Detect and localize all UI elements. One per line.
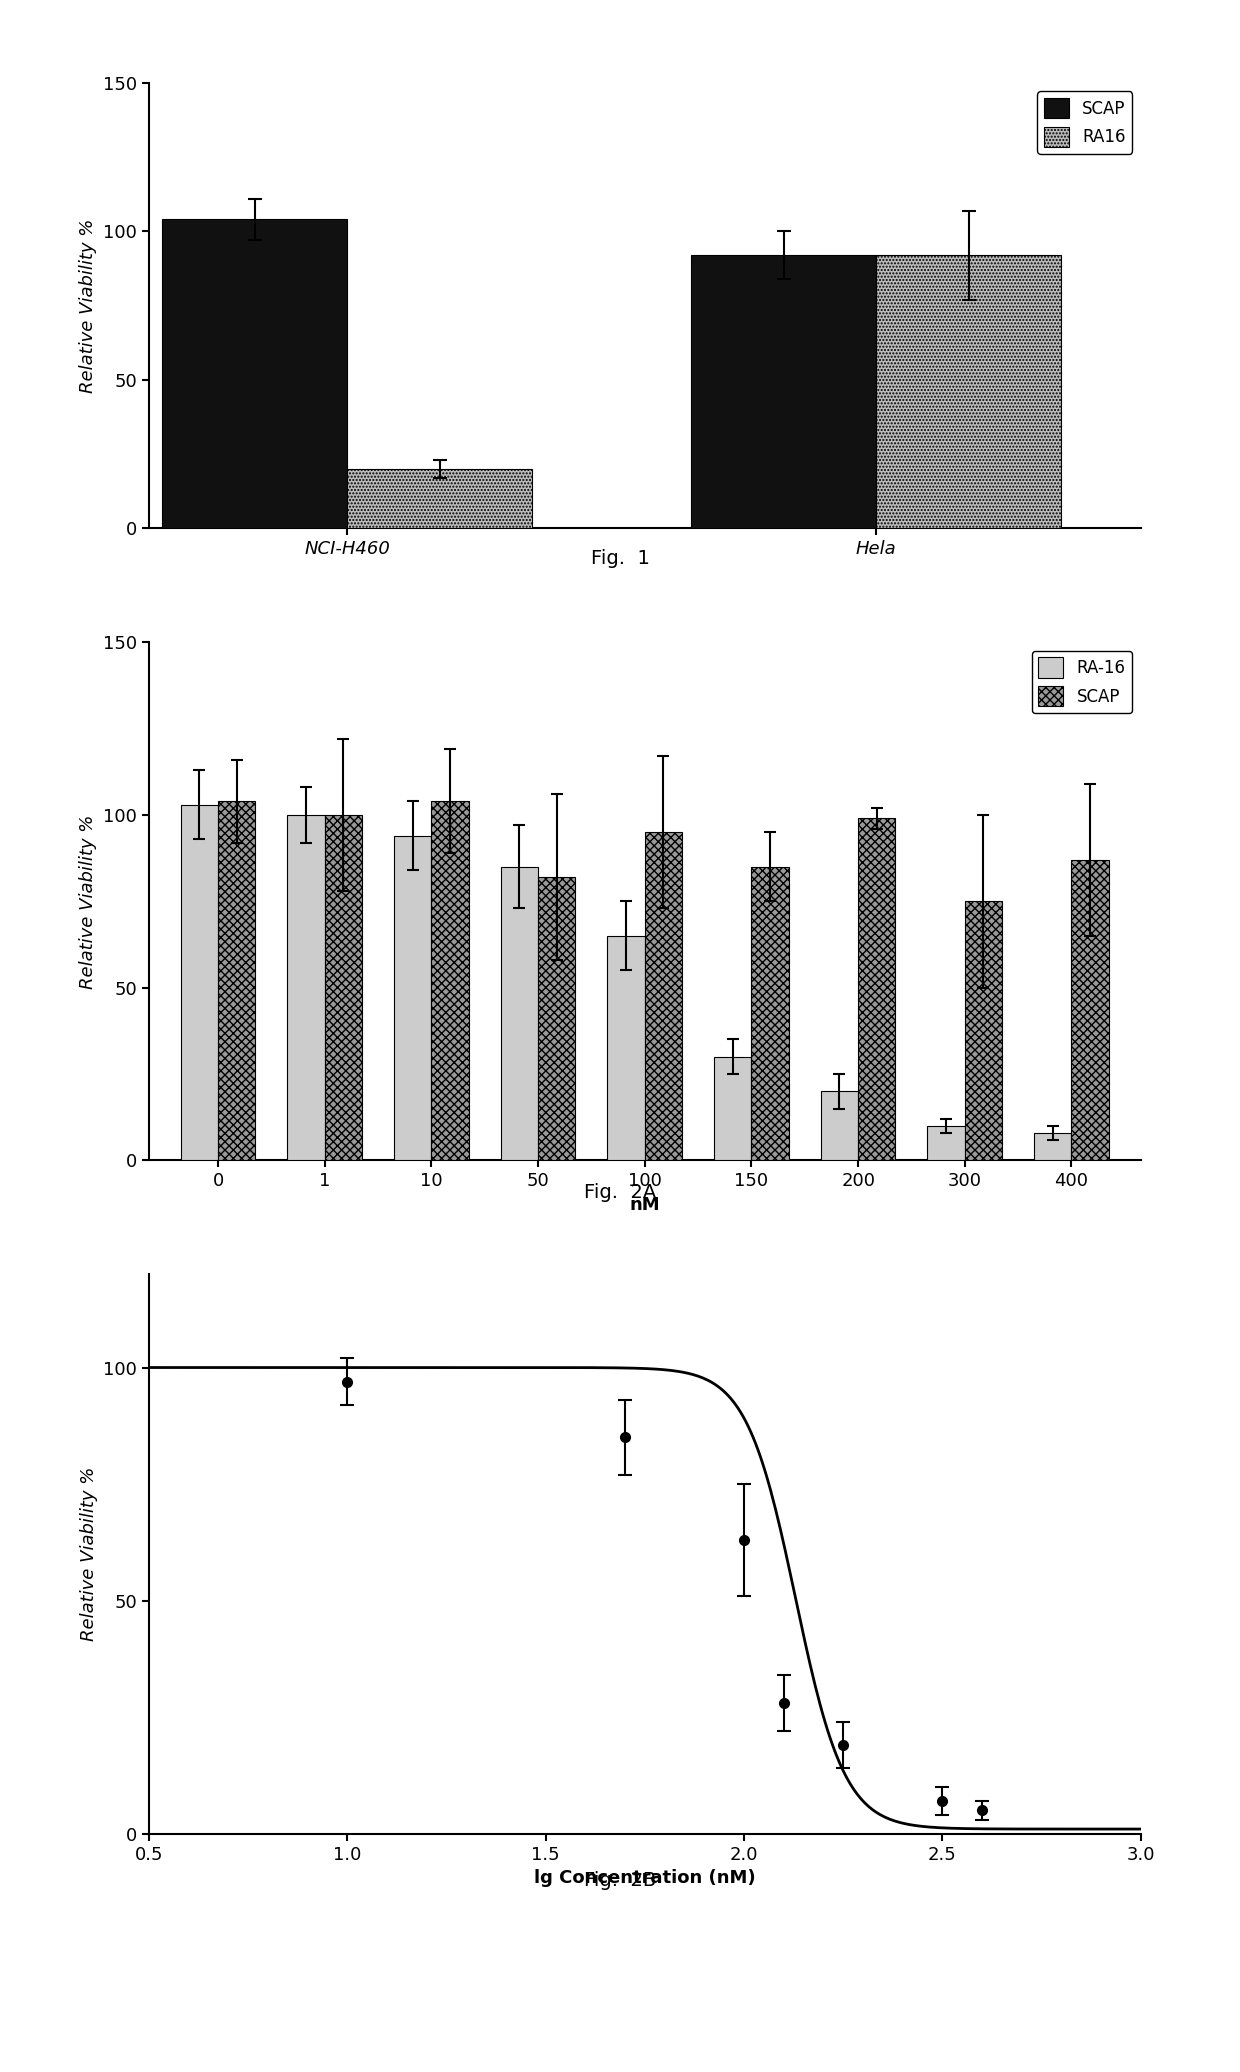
Y-axis label: Relative Viability %: Relative Viability %: [79, 1467, 98, 1641]
Bar: [858, 818, 895, 1160]
Bar: [821, 1092, 858, 1160]
Y-axis label: Relative Viability %: Relative Viability %: [79, 218, 97, 394]
Bar: [965, 901, 1002, 1160]
Bar: [181, 804, 218, 1160]
X-axis label: nM: nM: [630, 1196, 660, 1214]
Bar: [1034, 1133, 1071, 1160]
Bar: [394, 835, 432, 1160]
Bar: [218, 802, 255, 1160]
Bar: [538, 876, 575, 1160]
Text: Fig.  2A: Fig. 2A: [584, 1183, 656, 1202]
Text: Fig.  2B: Fig. 2B: [584, 1871, 656, 1890]
Legend: RA-16, SCAP: RA-16, SCAP: [1032, 651, 1132, 713]
Bar: [347, 468, 532, 528]
Bar: [928, 1125, 965, 1160]
Bar: [877, 255, 1061, 528]
Bar: [714, 1057, 751, 1160]
Bar: [288, 814, 325, 1160]
Y-axis label: Relative Viability %: Relative Viability %: [79, 814, 97, 988]
Bar: [608, 937, 645, 1160]
Legend: SCAP, RA16: SCAP, RA16: [1038, 91, 1132, 153]
Bar: [501, 866, 538, 1160]
Bar: [432, 802, 469, 1160]
Bar: [645, 833, 682, 1160]
Bar: [751, 866, 789, 1160]
Text: Fig.  1: Fig. 1: [590, 549, 650, 568]
Bar: [162, 220, 347, 528]
X-axis label: lg Concentration (nM): lg Concentration (nM): [534, 1869, 755, 1888]
Bar: [325, 814, 362, 1160]
Bar: [1071, 860, 1109, 1160]
Bar: [691, 255, 877, 528]
